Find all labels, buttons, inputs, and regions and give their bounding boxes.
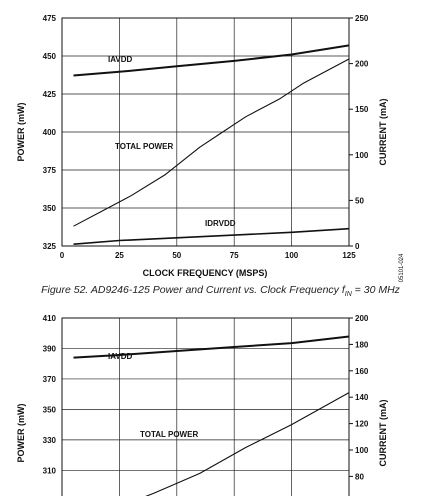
- y-left-tick-label: 425: [43, 90, 57, 99]
- y-right-tick-label: 180: [355, 340, 369, 349]
- chart-top: 0 25 50 75 100 125 325 350 375 400 425 450 475 0 50 1…: [16, 14, 405, 282]
- caption-subscript: IN: [344, 291, 352, 299]
- chart-top-ylabel-right: CURRENT (mA): [378, 99, 388, 166]
- y-left-tick-label: 325: [43, 242, 57, 251]
- y-left-tick-label: 390: [43, 344, 57, 353]
- chart-top-right-ticks: 0 50 100 150 200 250: [349, 14, 369, 251]
- y-right-tick-label: 100: [355, 446, 369, 455]
- x-tick-label: 0: [60, 251, 65, 260]
- x-tick-label: 50: [172, 251, 181, 260]
- series-line-total-power: [145, 392, 350, 496]
- y-left-tick-label: 350: [43, 204, 57, 213]
- y-left-tick-label: 410: [43, 314, 57, 323]
- y-left-tick-label: 475: [43, 14, 57, 23]
- chart-bottom-left-ticks: 310 330 350 370 390 410: [43, 314, 57, 475]
- y-left-tick-label: 370: [43, 375, 57, 384]
- y-left-tick-label: 330: [43, 436, 57, 445]
- label-total-power-bottom: TOTAL POWER: [140, 430, 198, 439]
- chart-top-x-ticks: 0 25 50 75 100 125: [60, 251, 356, 260]
- y-right-tick-label: 250: [355, 14, 369, 23]
- y-right-tick-label: 0: [355, 242, 360, 251]
- y-right-tick-label: 120: [355, 420, 369, 429]
- chart-bottom-grid: [61, 317, 350, 496]
- series-line-total-power: [73, 58, 350, 227]
- x-tick-label: 25: [115, 251, 124, 260]
- y-left-tick-label: 375: [43, 166, 57, 175]
- label-idrvdd: IDRVDD: [205, 219, 236, 228]
- chart-top-plot-frame: [61, 17, 350, 247]
- series-line-iavdd: [73, 335, 350, 359]
- chart-top-left-ticks: 325 350 375 400 425 450 475: [43, 14, 57, 251]
- figure-caption: Figure 52. AD9246-125 Power and Current …: [0, 284, 441, 298]
- y-right-tick-label: 200: [355, 60, 369, 69]
- y-right-tick-label: 140: [355, 393, 369, 402]
- y-left-tick-label: 350: [43, 405, 57, 414]
- caption-text: Figure 52. AD9246-125 Power and Current …: [41, 284, 345, 296]
- chart-top-side-id: 05101-024: [399, 253, 405, 282]
- y-right-tick-label: 200: [355, 314, 369, 323]
- label-total-power: TOTAL POWER: [115, 142, 173, 151]
- series-line-iavdd: [73, 44, 350, 77]
- caption-tail: = 30 MHz: [351, 284, 400, 296]
- y-left-tick-label: 450: [43, 52, 57, 61]
- x-tick-label: 75: [230, 251, 239, 260]
- y-left-tick-label: 310: [43, 466, 57, 475]
- x-tick-label: 100: [285, 251, 299, 260]
- series-line-idrvdd: [73, 227, 350, 245]
- chart-top-xlabel: CLOCK FREQUENCY (MSPS): [143, 268, 268, 278]
- chart-bottom-ylabel-right: CURRENT (mA): [378, 400, 388, 467]
- chart-bottom-ylabel-left: POWER (mW): [16, 404, 26, 463]
- chart-top-series: [73, 44, 350, 245]
- y-right-tick-label: 80: [355, 472, 364, 481]
- chart-bottom-series: [73, 335, 350, 496]
- y-right-tick-label: 160: [355, 367, 369, 376]
- y-right-tick-label: 150: [355, 105, 369, 114]
- label-iavdd-bottom: IAVDD: [108, 352, 133, 361]
- y-left-tick-label: 400: [43, 128, 57, 137]
- chart-top-ylabel-left: POWER (mW): [16, 103, 26, 162]
- chart-bottom-plot-frame: [61, 317, 350, 496]
- label-iavdd: IAVDD: [108, 55, 133, 64]
- x-tick-label: 125: [342, 251, 356, 260]
- y-right-tick-label: 50: [355, 196, 364, 205]
- chart-bottom-right-ticks: 80 100 120 140 160 180 200: [349, 314, 369, 481]
- y-right-tick-label: 100: [355, 151, 369, 160]
